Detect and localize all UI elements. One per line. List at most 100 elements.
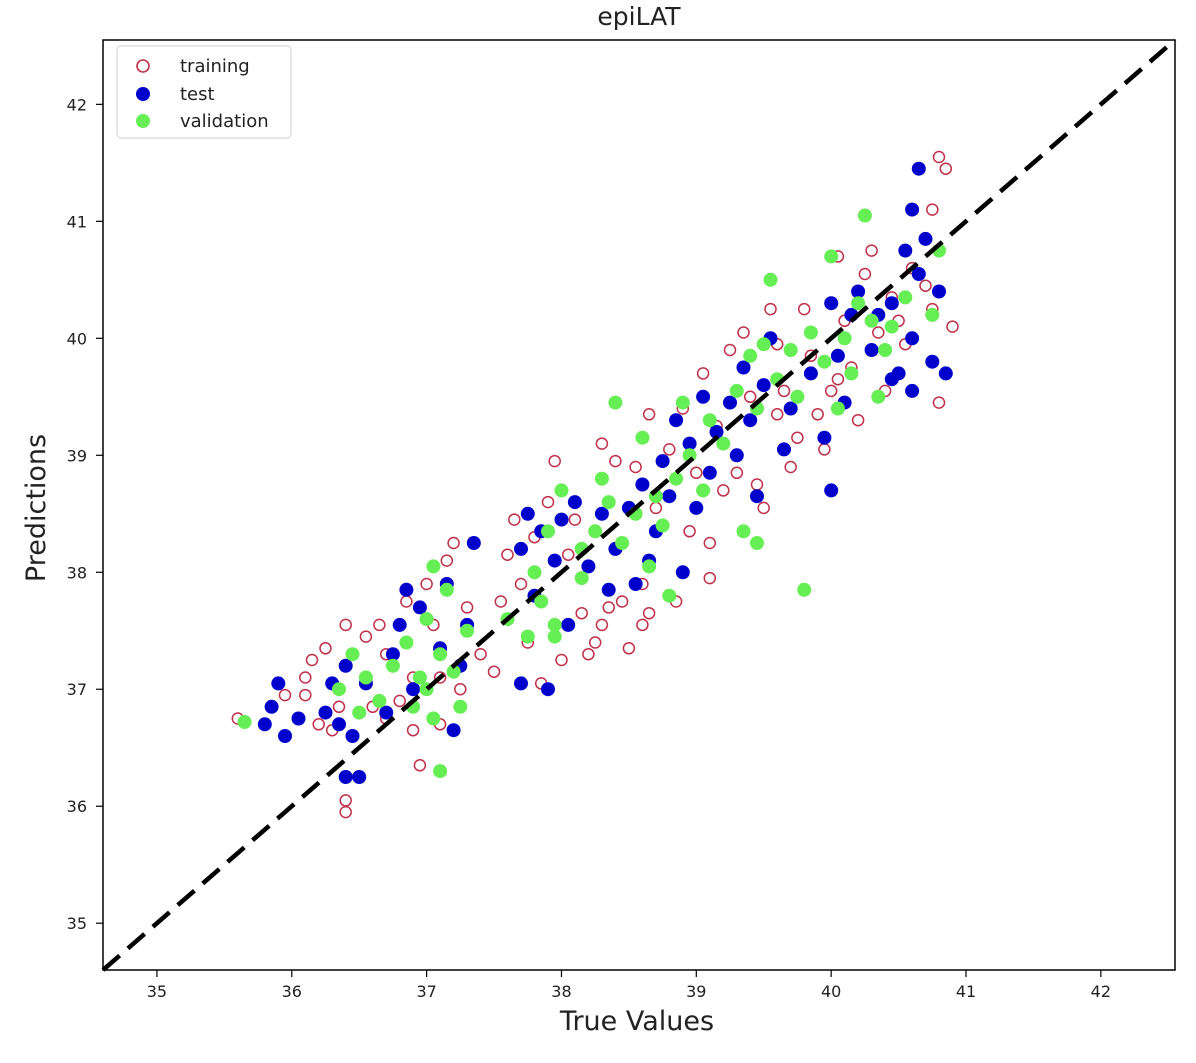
training-point <box>575 606 588 620</box>
validation-point <box>817 354 832 369</box>
validation-point <box>372 693 387 708</box>
training-point <box>359 630 373 643</box>
test-point <box>905 202 920 217</box>
training-point <box>818 443 831 456</box>
scatter-points <box>231 150 959 819</box>
training-point <box>508 513 521 526</box>
y-axis-ticks: 35 36 37 38 39 40 41 42 <box>67 95 103 933</box>
training-point <box>919 279 932 292</box>
test-point <box>898 243 913 258</box>
training-point <box>339 618 352 632</box>
validation-point <box>790 389 805 404</box>
training-point <box>750 478 764 491</box>
test-point <box>662 489 677 504</box>
validation-point <box>439 582 454 597</box>
training-point <box>433 671 447 684</box>
test-point <box>338 658 353 673</box>
test-point <box>864 343 879 357</box>
test-point <box>466 536 481 550</box>
legend-box <box>116 45 292 139</box>
test-point <box>412 600 427 615</box>
validation-point <box>884 319 899 334</box>
validation-point <box>237 715 252 729</box>
validation-point <box>675 395 690 410</box>
validation-point <box>385 658 400 673</box>
test-point <box>689 500 704 515</box>
test-point <box>567 495 582 510</box>
training-point <box>865 244 878 257</box>
test-point <box>891 366 906 381</box>
test-point <box>905 331 920 346</box>
validation-point <box>783 343 798 357</box>
test-point <box>635 477 650 492</box>
validation-point <box>716 436 731 451</box>
test-point <box>824 296 839 311</box>
y-tick-label: 35 <box>67 914 87 933</box>
training-point <box>595 437 609 450</box>
training-point <box>764 302 777 316</box>
validation-point <box>608 395 623 410</box>
y-tick-label: 39 <box>67 446 87 465</box>
test-point <box>318 705 333 720</box>
training-point <box>777 384 791 398</box>
legend: training test validation <box>116 45 292 139</box>
training-point <box>696 367 710 380</box>
validation-point <box>871 389 886 404</box>
test-point <box>392 617 407 632</box>
training-point <box>454 682 467 696</box>
validation-point <box>419 612 434 627</box>
test-point <box>682 436 697 451</box>
training-point <box>561 548 575 561</box>
training-point <box>851 413 865 427</box>
test-point <box>777 442 791 457</box>
test-point <box>514 541 528 556</box>
x-tick-label: 36 <box>282 982 302 1001</box>
legend-marker-test <box>136 87 150 101</box>
x-tick-label: 40 <box>821 982 841 1001</box>
test-point <box>399 582 414 597</box>
training-point <box>332 700 346 714</box>
validation-point <box>588 524 603 539</box>
training-point <box>474 647 487 661</box>
x-axis-ticks: 35 36 37 38 39 40 41 42 <box>147 970 1111 1001</box>
validation-point <box>547 629 562 644</box>
validation-point <box>547 617 562 632</box>
test-point <box>851 284 866 299</box>
validation-point <box>898 290 913 305</box>
validation-point <box>837 331 852 346</box>
validation-point <box>851 296 866 311</box>
series-validation <box>237 208 946 779</box>
test-point <box>520 506 535 521</box>
test-point <box>655 454 670 469</box>
test-point <box>911 161 926 176</box>
training-point <box>305 653 319 667</box>
validation-point <box>756 337 771 352</box>
y-tick-label: 40 <box>67 329 87 348</box>
training-point <box>487 665 501 678</box>
test-point <box>338 770 353 784</box>
training-point <box>791 431 804 444</box>
training-point <box>932 396 946 409</box>
training-point <box>440 554 454 567</box>
training-point <box>278 688 292 702</box>
test-point <box>743 413 758 428</box>
legend-marker-training <box>136 59 150 73</box>
validation-point <box>864 313 879 328</box>
test-point <box>581 559 596 574</box>
training-point <box>683 525 696 538</box>
training-point <box>932 150 946 164</box>
y-axis-label: Predictions <box>21 434 52 582</box>
legend-label-training: training <box>180 56 250 77</box>
validation-point <box>426 711 441 726</box>
validation-point <box>729 383 744 398</box>
validation-point <box>358 670 373 685</box>
test-point <box>918 231 933 246</box>
training-point <box>413 759 427 772</box>
test-point <box>817 430 832 445</box>
validation-point <box>541 524 555 539</box>
test-point <box>932 284 946 299</box>
training-point <box>312 718 325 731</box>
training-point <box>797 302 811 316</box>
test-point <box>884 296 899 311</box>
test-point <box>345 729 360 743</box>
